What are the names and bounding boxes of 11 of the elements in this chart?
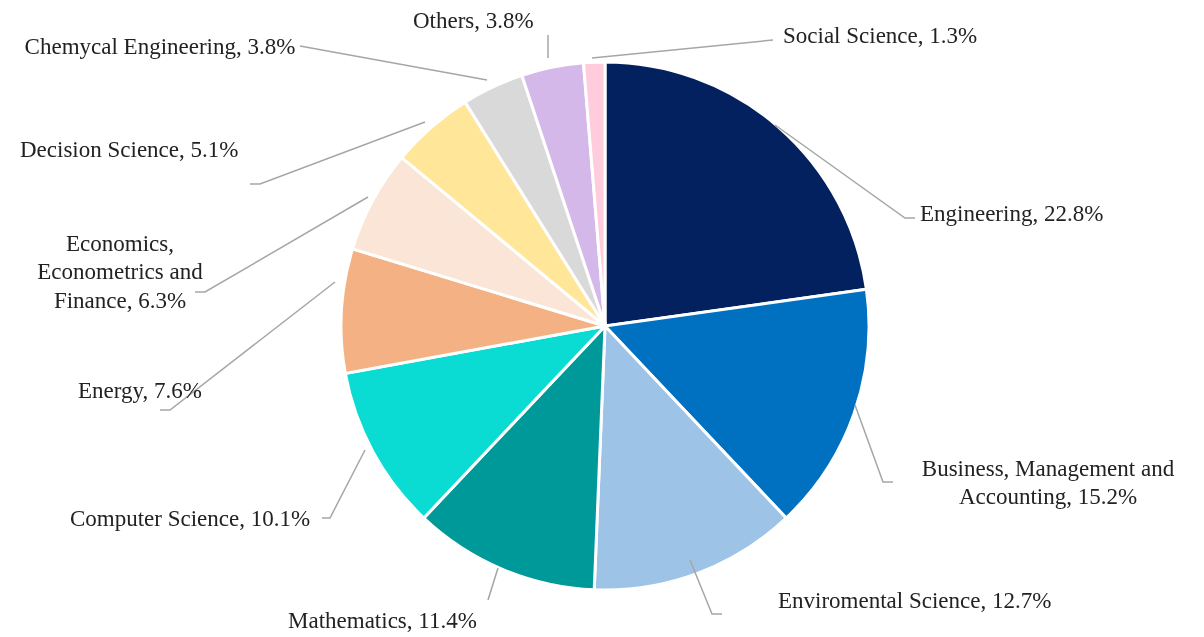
slice-label: Economics, Econometrics and Finance, 6.3% [37,230,204,313]
slice-label: Engineering, 22.8% [920,200,1104,226]
slice-label: Energy, 7.6% [78,377,202,403]
slice-label: Decision Science, 5.1% [20,136,239,162]
slice-label: Computer Science, 10.1% [69,505,311,531]
slice-label: Chemycal Engineering, 3.8% [24,33,296,59]
slice-label: Others, 3.8% [413,7,534,33]
slice-label: Business, Management and Accounting, 15.2% [921,455,1175,509]
slice-label: Social Science, 1.3% [783,22,978,48]
slice-label: Enviromental Science, 12.7% [778,587,1052,613]
slice-label: Mathematics, 11.4% [288,607,477,633]
